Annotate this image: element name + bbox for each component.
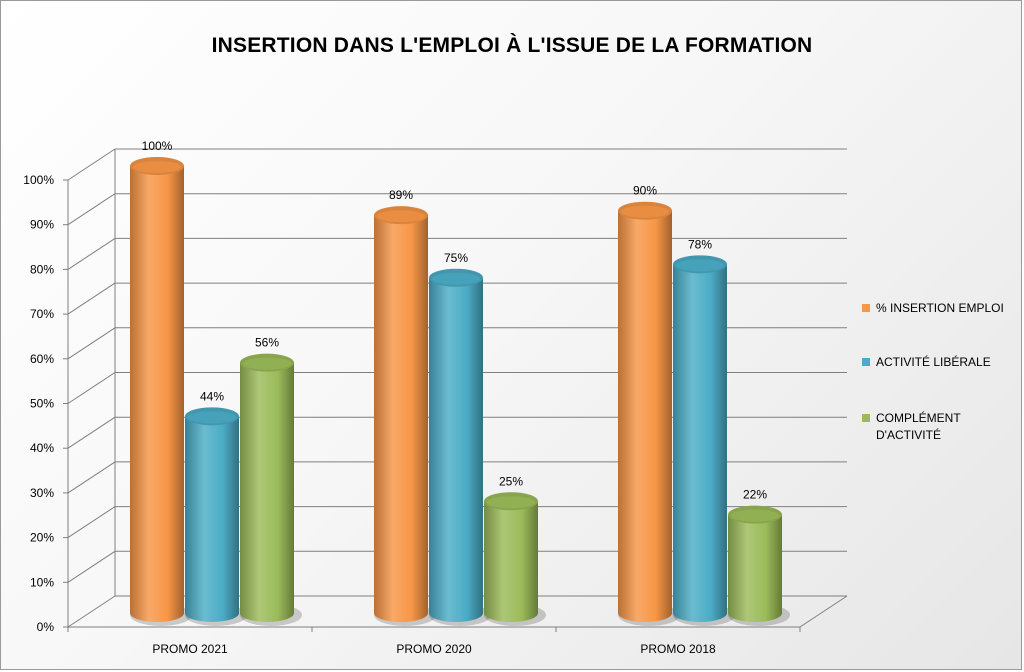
bar-cap-inner bbox=[133, 161, 181, 173]
side-gridline bbox=[67, 461, 116, 494]
floor-right-edge bbox=[799, 595, 848, 628]
bar-0-1 bbox=[185, 407, 247, 626]
bar-0-0 bbox=[130, 157, 192, 626]
category-label: PROMO 2020 bbox=[396, 642, 472, 656]
legend-item: % INSERTION EMPLOI bbox=[862, 301, 1004, 315]
bar-1-2 bbox=[484, 492, 546, 626]
bar-body bbox=[429, 277, 483, 622]
bar-2-1 bbox=[673, 255, 735, 626]
side-gridline bbox=[67, 193, 116, 226]
data-label: 56% bbox=[255, 336, 279, 350]
bar-cap-inner bbox=[243, 357, 291, 370]
data-label: 78% bbox=[688, 237, 712, 251]
y-tick-label: 10% bbox=[30, 575, 54, 589]
y-tick-label: 20% bbox=[30, 531, 54, 545]
bar-cap-inner bbox=[621, 205, 669, 218]
y-tick-label: 30% bbox=[30, 486, 54, 500]
y-tick-label: 60% bbox=[30, 352, 54, 366]
side-gridline bbox=[67, 595, 116, 628]
bar-layer bbox=[130, 157, 790, 626]
legend-label: COMPLÉMENT bbox=[876, 410, 961, 425]
side-gridline bbox=[67, 416, 116, 449]
y-tick-label: 0% bbox=[37, 620, 55, 634]
data-label: 25% bbox=[499, 474, 523, 488]
bar-body bbox=[130, 166, 184, 622]
data-label: 22% bbox=[743, 488, 767, 502]
y-tick-label: 70% bbox=[30, 307, 54, 321]
category-label: PROMO 2018 bbox=[640, 642, 716, 656]
bar-body bbox=[374, 215, 428, 623]
bar-1-1 bbox=[429, 268, 491, 626]
legend-item: ACTIVITÉ LIBÉRALE bbox=[862, 354, 991, 369]
bar-cap-inner bbox=[188, 411, 236, 424]
data-label-layer: 100% 44% 56% 89% 75% 25% 90% 78% 22% bbox=[142, 139, 768, 502]
bar-body bbox=[673, 264, 727, 622]
legend-swatch bbox=[862, 358, 870, 366]
legend-swatch bbox=[862, 414, 870, 422]
side-gridline bbox=[67, 372, 116, 404]
data-label: 44% bbox=[200, 389, 224, 403]
data-label: 75% bbox=[444, 251, 468, 265]
side-gridline bbox=[67, 550, 116, 583]
legend-item: COMPLÉMENT D'ACTIVITÉ bbox=[862, 410, 961, 442]
legend-label: D'ACTIVITÉ bbox=[876, 427, 941, 442]
bar-1-0 bbox=[374, 206, 436, 626]
side-gridline bbox=[67, 327, 116, 360]
chart-title: INSERTION DANS L'EMPLOI À L'ISSUE DE LA … bbox=[211, 34, 813, 57]
legend-label: % INSERTION EMPLOI bbox=[876, 301, 1004, 315]
y-tick-label: 90% bbox=[30, 218, 54, 232]
bar-body bbox=[618, 210, 672, 622]
data-label: 100% bbox=[142, 139, 173, 153]
x-axis-categories: PROMO 2021 PROMO 2020 PROMO 2018 bbox=[152, 642, 716, 656]
y-axis-ticks: 0% 10% 20% 30% 40% 50% 60% 70% 80% 90% 100% bbox=[23, 173, 54, 634]
bar-cap-inner bbox=[676, 259, 724, 272]
side-gridline bbox=[67, 506, 116, 539]
legend: % INSERTION EMPLOI ACTIVITÉ LIBÉRALE COMPL… bbox=[862, 301, 1004, 442]
bar-cap-inner bbox=[432, 272, 480, 285]
bar-body bbox=[240, 362, 294, 622]
y-tick-label: 100% bbox=[23, 173, 54, 187]
data-label: 90% bbox=[633, 184, 657, 198]
bar-body bbox=[728, 514, 782, 622]
bar-body bbox=[484, 501, 538, 622]
category-label: PROMO 2021 bbox=[152, 642, 228, 656]
bar-body bbox=[185, 416, 239, 622]
bar-cap-inner bbox=[487, 496, 535, 509]
side-gridline bbox=[67, 148, 116, 181]
bar-2-0 bbox=[618, 201, 680, 626]
legend-swatch bbox=[862, 304, 870, 312]
y-tick-label: 80% bbox=[30, 262, 54, 276]
bar-cap-inner bbox=[377, 210, 425, 223]
y-tick-label: 40% bbox=[30, 441, 54, 455]
y-tick-label: 50% bbox=[30, 397, 54, 411]
side-gridline bbox=[67, 282, 116, 315]
side-gridline bbox=[67, 237, 116, 270]
bar-0-2 bbox=[240, 353, 302, 626]
bar-cap-inner bbox=[731, 509, 779, 522]
legend-label: ACTIVITÉ LIBÉRALE bbox=[876, 354, 991, 369]
data-label: 89% bbox=[389, 188, 413, 202]
bar-2-2 bbox=[728, 505, 790, 626]
